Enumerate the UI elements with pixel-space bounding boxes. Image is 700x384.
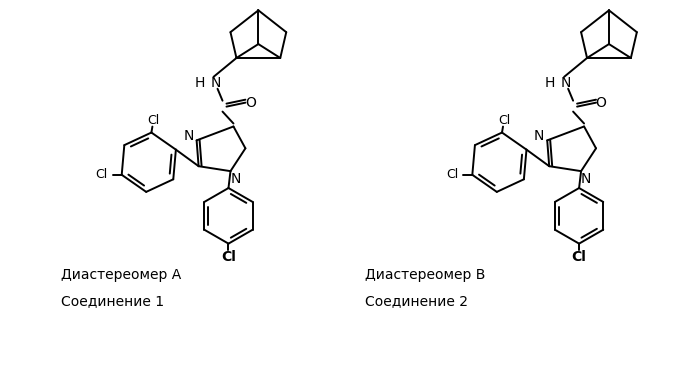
Text: N: N <box>210 76 220 90</box>
Text: H: H <box>545 76 555 90</box>
Text: O: O <box>596 96 606 110</box>
Text: N: N <box>581 172 592 186</box>
Text: N: N <box>561 76 571 90</box>
Text: N: N <box>183 129 194 143</box>
Text: Cl: Cl <box>147 114 160 127</box>
Text: Соединение 1: Соединение 1 <box>61 294 164 308</box>
Text: Cl: Cl <box>96 168 108 181</box>
Text: Cl: Cl <box>447 168 459 181</box>
Text: Соединение 2: Соединение 2 <box>365 294 468 308</box>
Text: O: O <box>245 96 255 110</box>
Text: Cl: Cl <box>221 250 236 263</box>
Text: N: N <box>230 172 241 186</box>
Text: Диастереомер А: Диастереомер А <box>61 268 181 282</box>
Text: Cl: Cl <box>572 250 587 263</box>
Text: H: H <box>195 76 205 90</box>
Text: N: N <box>534 129 545 143</box>
Text: Cl: Cl <box>498 114 510 127</box>
Text: Диастереомер В: Диастереомер В <box>365 268 485 282</box>
